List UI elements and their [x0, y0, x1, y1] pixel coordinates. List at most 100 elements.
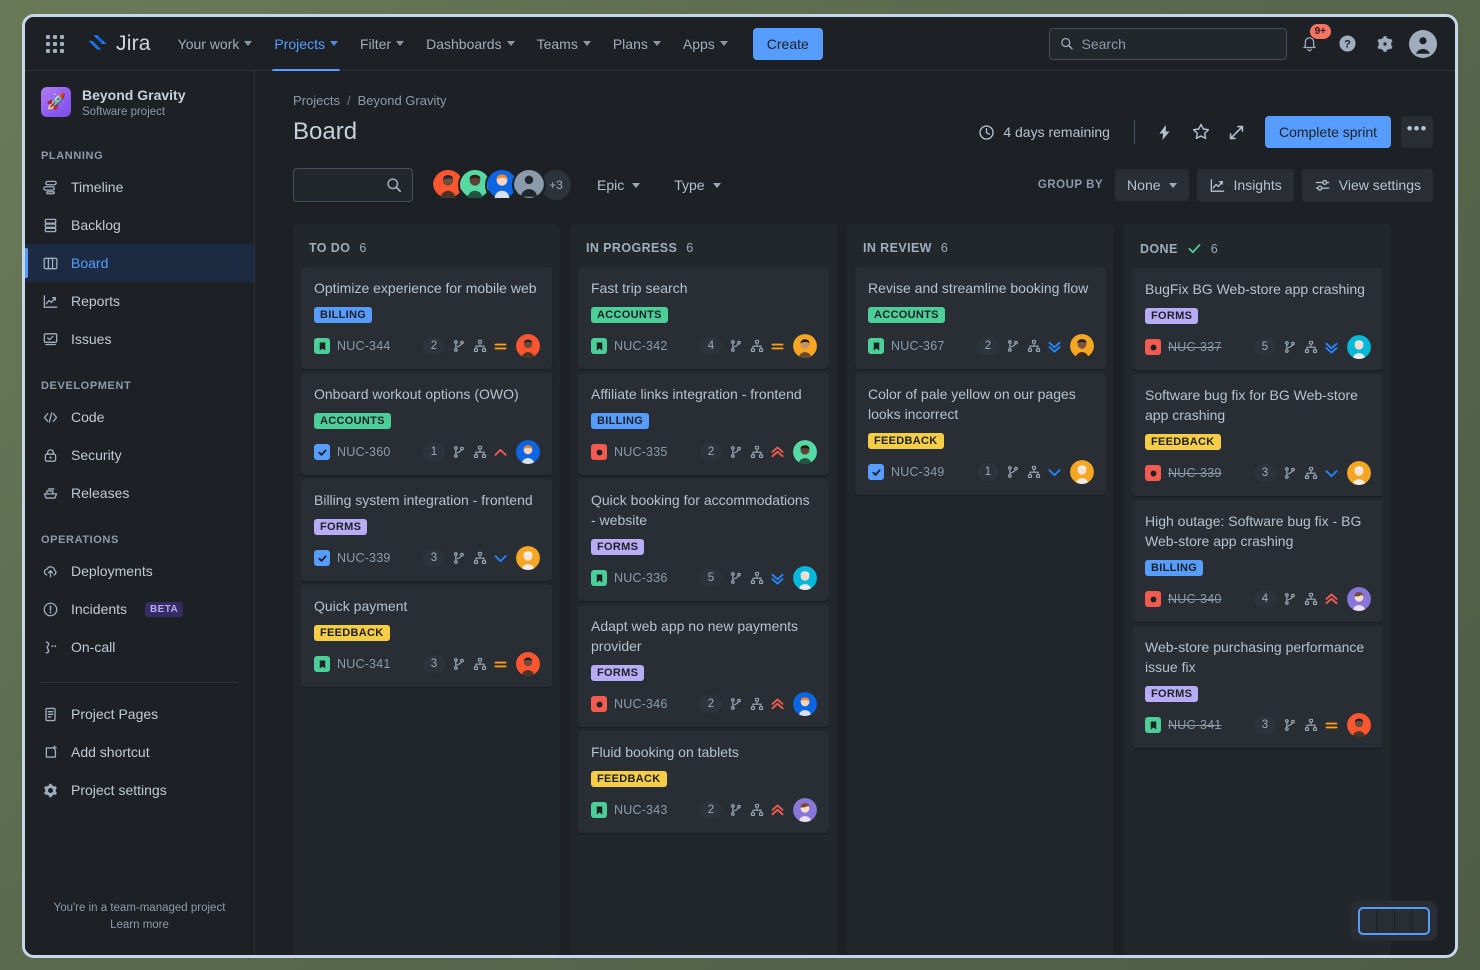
- epic-label[interactable]: ACCOUNTS: [314, 413, 391, 429]
- issue-key[interactable]: NUC-360: [337, 445, 391, 459]
- sidebar-item-security[interactable]: Security: [25, 436, 254, 474]
- epic-label[interactable]: FORMS: [1145, 308, 1199, 324]
- epic-label[interactable]: ACCOUNTS: [591, 307, 668, 323]
- settings-button[interactable]: [1369, 28, 1401, 60]
- issue-card[interactable]: Quick booking for accommodations - websi…: [578, 479, 829, 601]
- assignee-avatar[interactable]: [1347, 461, 1371, 485]
- story-points[interactable]: 3: [1254, 716, 1276, 734]
- assignee-avatar[interactable]: [793, 566, 817, 590]
- issue-key[interactable]: NUC-342: [614, 339, 668, 353]
- epic-label[interactable]: FORMS: [1145, 686, 1199, 702]
- issue-card[interactable]: Fast trip search ACCOUNTS NUC-342 4: [578, 267, 829, 369]
- issue-key[interactable]: NUC-367: [891, 339, 945, 353]
- assignee-avatar[interactable]: [1070, 460, 1094, 484]
- sidebar-item-releases[interactable]: Releases: [25, 474, 254, 512]
- assignee-avatar[interactable]: [516, 334, 540, 358]
- nav-item-your-work[interactable]: Your work: [167, 17, 264, 71]
- assignee-avatar[interactable]: [1347, 335, 1371, 359]
- story-points[interactable]: 3: [423, 549, 445, 567]
- search-input[interactable]: [1081, 35, 1276, 52]
- issue-card[interactable]: Software bug fix for BG Web-store app cr…: [1132, 374, 1383, 496]
- avatar-filter-2[interactable]: [458, 168, 492, 202]
- sidebar-item-incidents[interactable]: Incidents BETA: [25, 590, 254, 628]
- epic-filter-dropdown[interactable]: Epic: [587, 170, 650, 200]
- view-settings-button[interactable]: View settings: [1301, 168, 1433, 202]
- sidebar-item-deployments[interactable]: Deployments BETA: [25, 552, 254, 590]
- notifications-button[interactable]: 9+: [1293, 23, 1331, 60]
- issue-card[interactable]: High outage: Software bug fix - BG Web-s…: [1132, 500, 1383, 622]
- issue-card[interactable]: Web-store purchasing performance issue f…: [1132, 626, 1383, 748]
- epic-label[interactable]: FORMS: [591, 539, 645, 555]
- help-button[interactable]: ?: [1331, 28, 1363, 60]
- issue-card[interactable]: Fluid booking on tablets FEEDBACK NUC-343 2: [578, 731, 829, 833]
- issue-card[interactable]: Optimize experience for mobile web BILLIN…: [301, 267, 552, 369]
- more-actions-button[interactable]: •••: [1401, 116, 1433, 148]
- insights-button[interactable]: Insights: [1196, 168, 1294, 202]
- fullscreen-button[interactable]: [1221, 116, 1253, 148]
- issue-key[interactable]: NUC-341: [337, 657, 391, 671]
- nav-item-dashboards[interactable]: Dashboards: [415, 17, 526, 71]
- issue-key[interactable]: NUC-337: [1168, 340, 1222, 354]
- issue-key[interactable]: NUC-349: [891, 465, 945, 479]
- assignee-avatar[interactable]: [793, 692, 817, 716]
- nav-item-plans[interactable]: Plans: [602, 17, 672, 71]
- nav-item-filter[interactable]: Filter: [349, 17, 415, 71]
- jira-logo[interactable]: Jira: [87, 32, 151, 56]
- issue-key[interactable]: NUC-336: [614, 571, 668, 585]
- breadcrumb-beyond-gravity[interactable]: Beyond Gravity: [357, 93, 447, 108]
- sidebar-item-project-pages[interactable]: Project Pages: [25, 695, 254, 733]
- profile-button[interactable]: [1407, 28, 1439, 60]
- assignee-avatar[interactable]: [793, 798, 817, 822]
- story-points[interactable]: 2: [423, 337, 445, 355]
- sidebar-item-timeline[interactable]: Timeline: [25, 168, 254, 206]
- epic-label[interactable]: BILLING: [591, 413, 650, 429]
- issue-key[interactable]: NUC-346: [614, 697, 668, 711]
- story-points[interactable]: 3: [1254, 464, 1276, 482]
- issue-key[interactable]: NUC-343: [614, 803, 668, 817]
- story-points[interactable]: 2: [700, 443, 722, 461]
- sidebar-item-backlog[interactable]: Backlog: [25, 206, 254, 244]
- issue-key[interactable]: NUC-340: [1168, 592, 1222, 606]
- issue-key[interactable]: NUC-335: [614, 445, 668, 459]
- epic-label[interactable]: FEEDBACK: [1145, 434, 1221, 450]
- board-search-input[interactable]: [293, 168, 413, 202]
- sidebar-item-add-shortcut[interactable]: Add shortcut: [25, 733, 254, 771]
- epic-label[interactable]: FEEDBACK: [591, 771, 667, 787]
- type-filter-dropdown[interactable]: Type: [664, 170, 730, 200]
- nav-item-projects[interactable]: Projects: [263, 17, 349, 71]
- assignee-avatar[interactable]: [1070, 334, 1094, 358]
- assignee-avatar[interactable]: [516, 546, 540, 570]
- breadcrumb-projects[interactable]: Projects: [293, 93, 340, 108]
- issue-key[interactable]: NUC-344: [337, 339, 391, 353]
- issue-key[interactable]: NUC-341: [1168, 718, 1222, 732]
- epic-label[interactable]: FORMS: [591, 665, 645, 681]
- sidebar-item-reports[interactable]: Reports: [25, 282, 254, 320]
- learn-more-link[interactable]: Learn more: [110, 919, 169, 931]
- story-points[interactable]: 5: [700, 569, 722, 587]
- epic-label[interactable]: FEEDBACK: [868, 433, 944, 449]
- epic-label[interactable]: BILLING: [314, 307, 373, 323]
- assignee-avatar[interactable]: [516, 440, 540, 464]
- issue-key[interactable]: NUC-339: [1168, 466, 1222, 480]
- story-points[interactable]: 1: [977, 463, 999, 481]
- project-header[interactable]: 🚀 Beyond Gravity Software project: [25, 87, 254, 118]
- issue-card[interactable]: Revise and streamline booking flow ACCOUN…: [855, 267, 1106, 369]
- epic-label[interactable]: FORMS: [314, 519, 368, 535]
- story-points[interactable]: 2: [700, 801, 722, 819]
- nav-item-teams[interactable]: Teams: [526, 17, 602, 71]
- star-button[interactable]: [1185, 116, 1217, 148]
- app-switcher-icon[interactable]: [39, 28, 71, 60]
- board-layout-minimap[interactable]: [1351, 901, 1437, 941]
- issue-card[interactable]: Billing system integration - frontend FOR…: [301, 479, 552, 581]
- issue-card[interactable]: Adapt web app no new payments provider FO…: [578, 605, 829, 727]
- sidebar-item-code[interactable]: Code: [25, 398, 254, 436]
- assignee-avatar[interactable]: [1347, 713, 1371, 737]
- automation-button[interactable]: [1149, 116, 1181, 148]
- issue-key[interactable]: NUC-339: [337, 551, 391, 565]
- assignee-avatar[interactable]: [793, 334, 817, 358]
- global-search[interactable]: [1049, 27, 1287, 60]
- story-points[interactable]: 3: [423, 655, 445, 673]
- story-points[interactable]: 2: [700, 695, 722, 713]
- assignee-avatar[interactable]: [516, 652, 540, 676]
- story-points[interactable]: 1: [423, 443, 445, 461]
